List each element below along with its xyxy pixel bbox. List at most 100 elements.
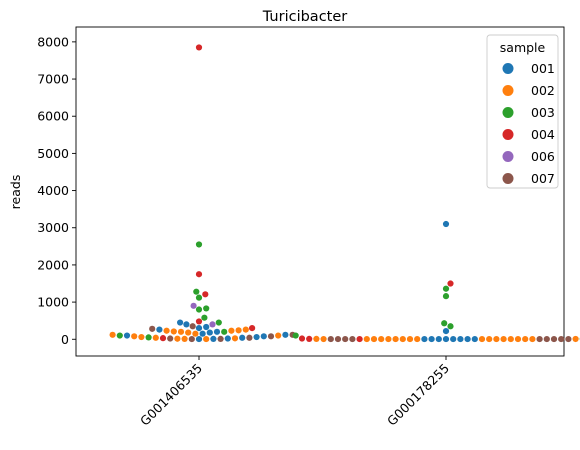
data-point-002 [177, 328, 185, 335]
legend-marker [502, 151, 514, 162]
data-point-004 [447, 280, 454, 287]
data-point-001 [177, 319, 184, 326]
data-point-002 [522, 335, 529, 343]
legend-marker [502, 85, 514, 96]
data-point-003 [292, 332, 299, 339]
legend-entry-label: 004 [531, 127, 555, 142]
data-point-002 [514, 335, 522, 343]
chart-title: Turicibacter [262, 9, 348, 25]
y-tick-label: 3000 [37, 220, 69, 235]
y-axis: 0 1000 2000 3000 4000 5000 6000 7000 8000 [37, 34, 76, 347]
data-point-001 [435, 335, 442, 343]
data-point-004 [356, 335, 363, 343]
legend: sample 001 002 003 004 006 007 [486, 34, 559, 189]
data-point-002 [500, 335, 507, 343]
data-point-003 [221, 328, 228, 335]
data-point-007 [565, 335, 572, 343]
data-point-001 [260, 333, 267, 340]
data-point-003 [442, 293, 450, 300]
data-point-001 [206, 329, 213, 336]
data-point-002 [163, 327, 170, 334]
data-point-001 [224, 335, 231, 342]
data-point-003 [195, 306, 203, 313]
data-point-002 [174, 335, 181, 342]
data-point-003 [441, 320, 448, 327]
data-point-007 [267, 333, 275, 340]
data-point-007 [342, 335, 349, 343]
y-tick-label: 8000 [37, 34, 69, 49]
y-tick-label: 6000 [37, 109, 69, 124]
data-point-007 [246, 334, 253, 341]
data-point-002 [109, 331, 116, 338]
legend-box [486, 34, 559, 189]
data-point-001 [213, 328, 221, 335]
data-point-002 [486, 335, 493, 343]
legend-entry-label: 003 [531, 105, 555, 120]
data-point-001 [195, 325, 203, 332]
data-point-001 [464, 335, 471, 343]
data-point-002 [572, 335, 579, 343]
data-point-007 [550, 335, 558, 343]
data-point-001 [450, 335, 457, 343]
data-point-004 [249, 325, 256, 332]
data-point-002 [181, 335, 188, 342]
data-point-006 [209, 321, 216, 328]
data-point-002 [493, 335, 500, 343]
data-point-007 [149, 325, 156, 332]
data-point-002 [185, 329, 192, 336]
y-tick-label: 4000 [37, 183, 69, 198]
data-point-001 [457, 335, 464, 343]
data-point-002 [152, 334, 159, 341]
legend-entry-label: 001 [531, 61, 555, 76]
data-point-002 [242, 326, 249, 333]
data-point-007 [167, 335, 174, 342]
data-point-004 [195, 318, 203, 325]
data-point-002 [392, 335, 399, 343]
data-point-007 [217, 335, 224, 342]
y-axis-label: reads [8, 175, 23, 210]
data-point-002 [507, 335, 514, 343]
data-point-001 [471, 335, 478, 343]
legend-entry-label: 002 [531, 83, 555, 98]
data-points [109, 44, 580, 343]
data-point-003 [195, 241, 203, 248]
data-point-003 [203, 305, 210, 312]
data-point-002 [228, 327, 235, 334]
data-point-001 [442, 327, 450, 335]
data-point-002 [203, 335, 210, 343]
data-point-002 [235, 327, 242, 334]
legend-marker [502, 107, 514, 118]
legend-title: sample [500, 40, 546, 55]
data-point-002 [170, 328, 177, 335]
legend-marker [502, 129, 514, 140]
data-point-001 [253, 333, 260, 341]
data-point-002 [231, 335, 239, 342]
data-point-001 [282, 331, 289, 338]
data-point-002 [138, 333, 145, 341]
data-point-004 [202, 291, 209, 298]
data-point-002 [378, 335, 385, 343]
legend-entry-label: 006 [531, 149, 555, 164]
x-tick-label: G001406535 [137, 361, 205, 429]
data-point-002 [313, 335, 320, 342]
y-tick-label: 0 [61, 332, 69, 347]
data-point-003 [442, 285, 450, 292]
data-point-006 [190, 302, 197, 309]
data-point-007 [536, 335, 543, 343]
data-point-002 [478, 335, 486, 343]
x-axis: G001406535 G000178255 [137, 356, 452, 429]
data-point-007 [349, 335, 356, 343]
data-point-003 [447, 323, 454, 330]
data-point-002 [131, 333, 138, 340]
data-point-002 [385, 335, 392, 343]
data-point-002 [275, 332, 282, 339]
legend-entry-label: 007 [531, 171, 555, 186]
data-point-004 [298, 335, 306, 342]
data-point-001 [442, 335, 450, 343]
data-point-001 [156, 326, 163, 333]
data-point-007 [558, 335, 565, 343]
data-point-003 [201, 314, 208, 321]
data-point-004 [306, 335, 313, 342]
plot-area-frame [75, 26, 565, 357]
